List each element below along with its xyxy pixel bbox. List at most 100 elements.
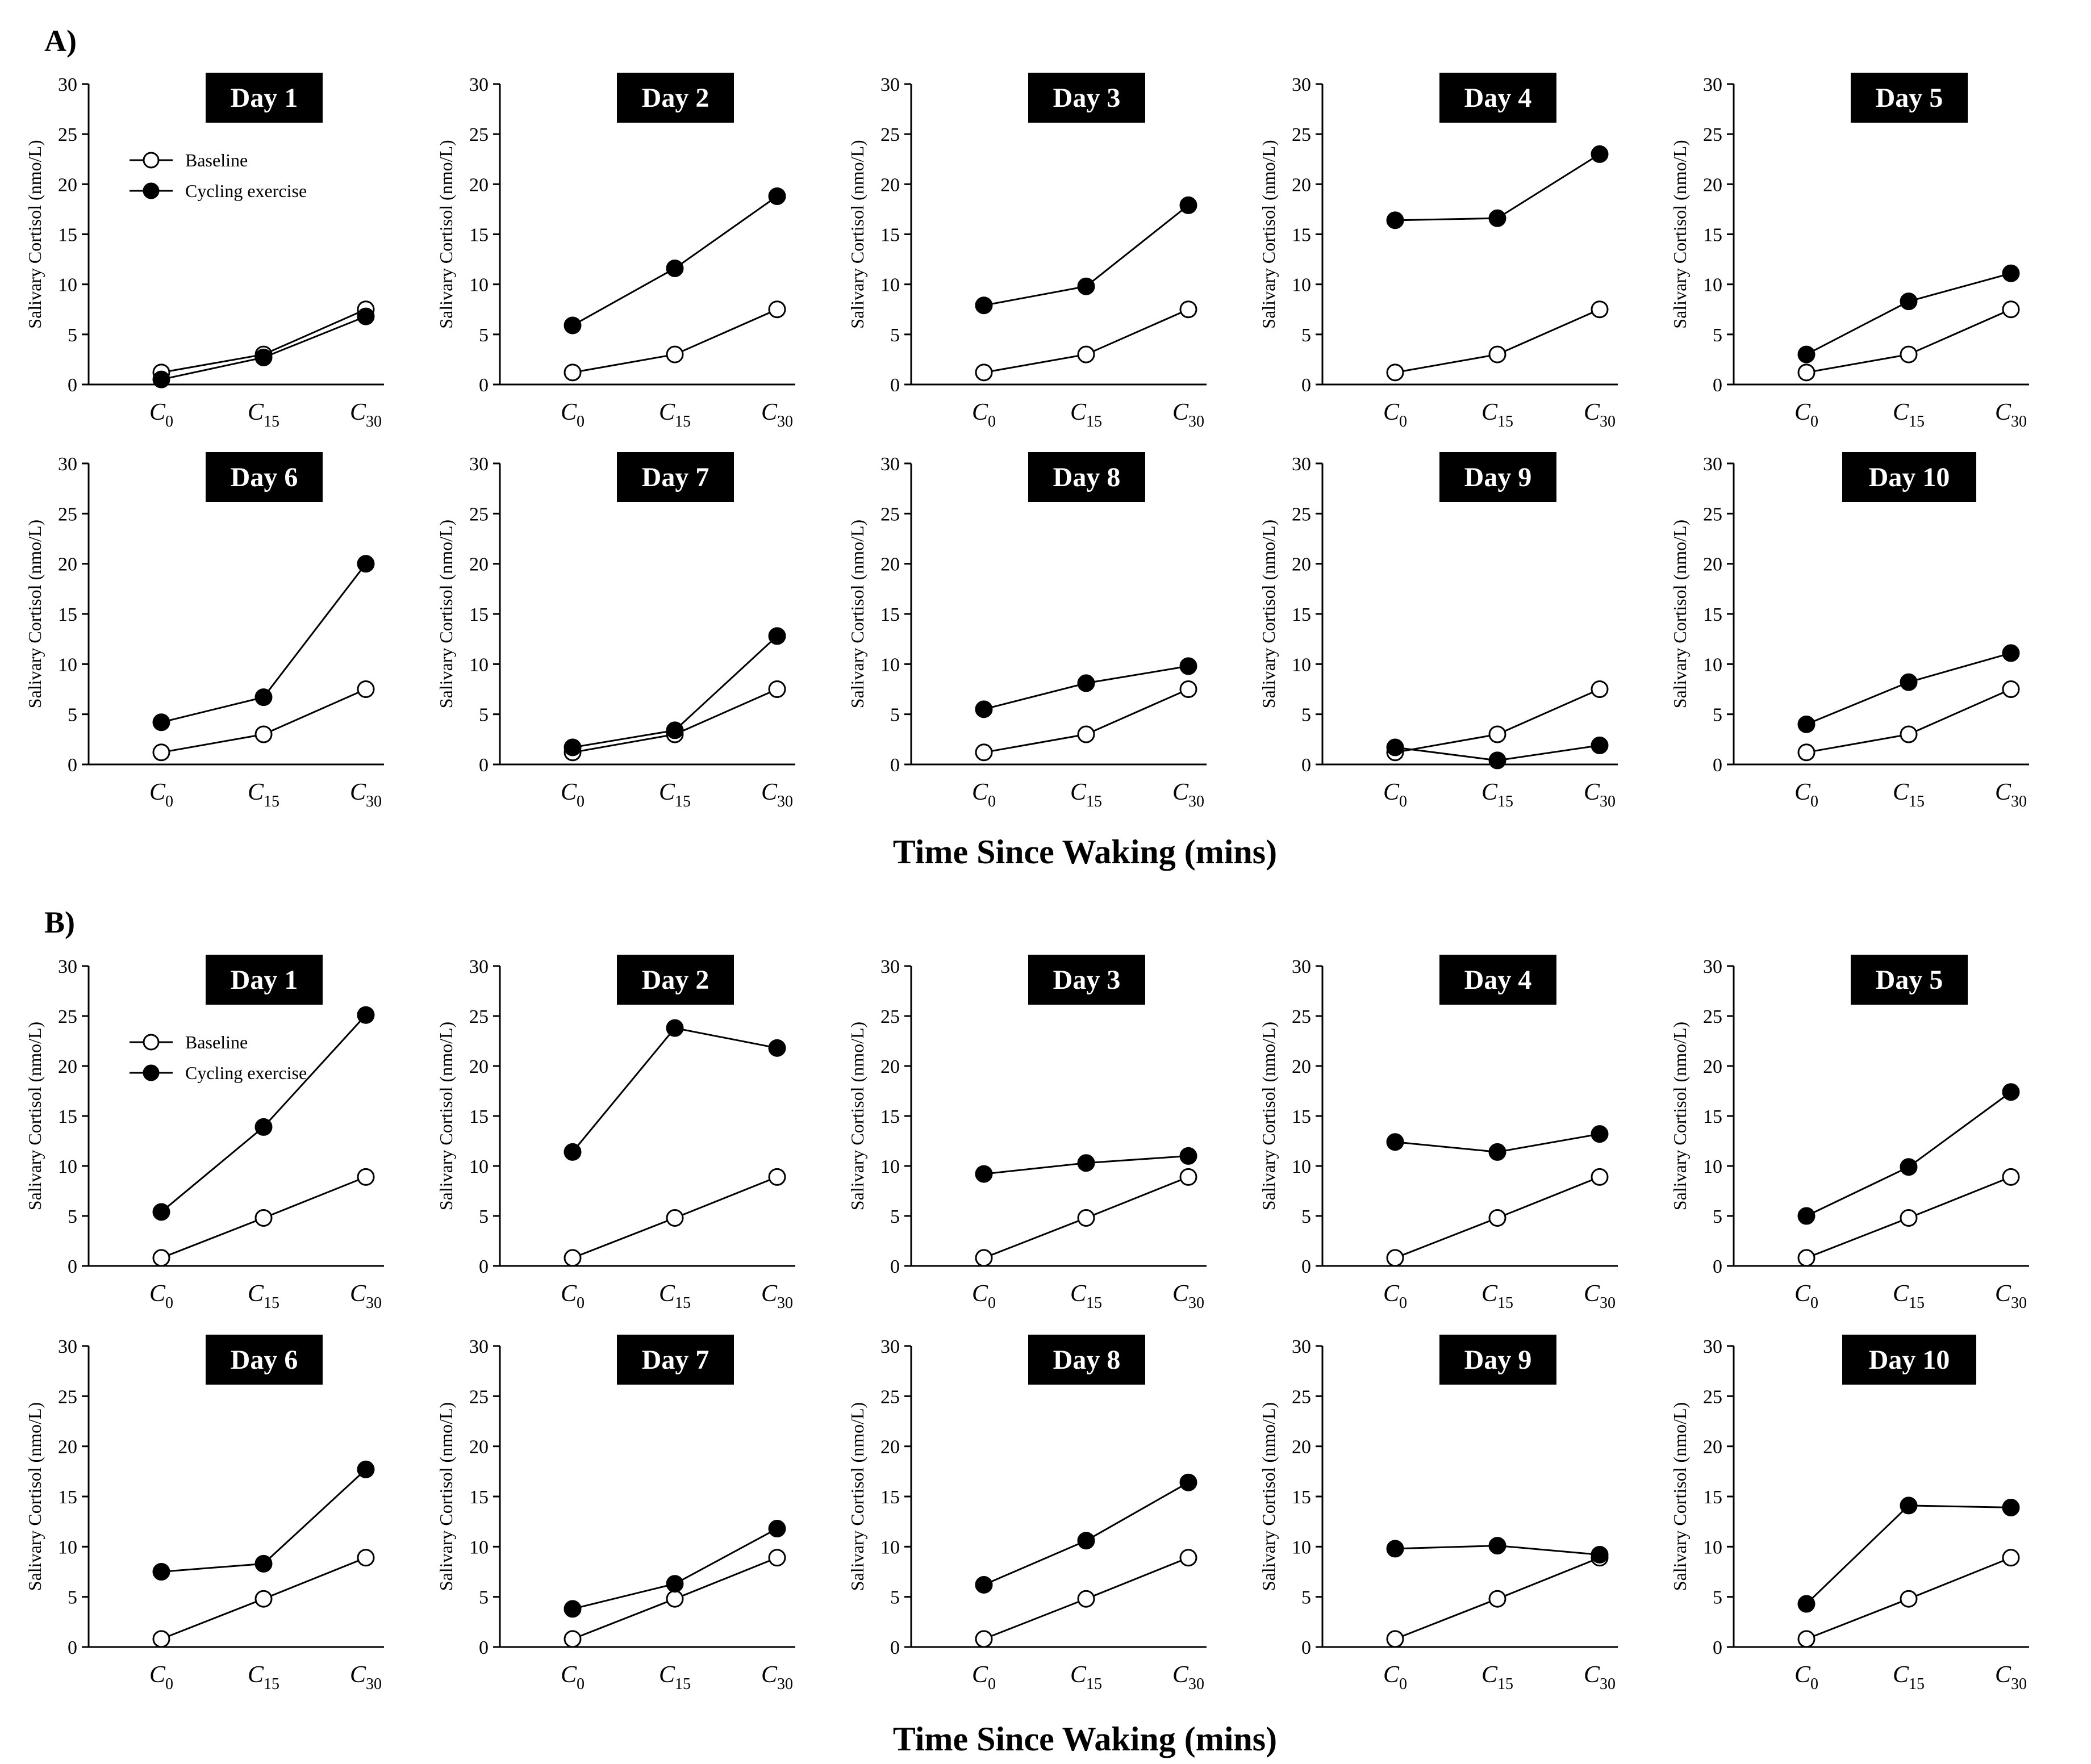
exercise-point: [768, 627, 786, 645]
x-tick-label: C30: [1584, 1662, 1616, 1693]
y-tick-label: 25: [880, 1386, 900, 1407]
baseline-point: [1797, 743, 1815, 762]
y-tick-label: 30: [58, 956, 77, 977]
exercise-point: [975, 296, 993, 315]
y-tick-label: 20: [880, 1056, 900, 1077]
baseline-point: [2002, 1549, 2020, 1567]
y-tick-label: 10: [1292, 1156, 1311, 1177]
y-tick-label: 10: [58, 275, 77, 296]
y-tick-label: 10: [469, 1156, 489, 1177]
y-tick-label: 5: [1713, 1206, 1722, 1227]
x-tick-label: C15: [1070, 779, 1102, 810]
y-tick-label: 30: [880, 1336, 900, 1357]
y-tick-label: 10: [880, 1156, 900, 1177]
y-tick-label: 25: [58, 1386, 77, 1407]
exercise-point: [254, 1554, 273, 1573]
x-tick-label: C0: [149, 779, 173, 810]
legend-exercise-marker: [143, 1064, 160, 1081]
x-tick-label: C30: [350, 399, 382, 430]
exercise-point: [975, 1575, 993, 1594]
day-title: Day 3: [1053, 83, 1121, 113]
day-badge: [206, 73, 323, 123]
exercise-point: [1900, 1497, 1918, 1515]
day-badge: [1028, 73, 1145, 123]
x-tick-label: C15: [1481, 1281, 1513, 1312]
baseline-point: [1488, 345, 1506, 363]
day-chart: 0 5 10 15 20 25 30 Salivary Cortisol (nmo/L) C0 C…: [1670, 955, 2029, 1312]
y-tick-label: 25: [469, 504, 489, 525]
y-tick-label: 5: [890, 1206, 900, 1227]
exercise-point: [357, 1006, 375, 1024]
y-tick-label: 25: [1703, 1006, 1722, 1027]
y-tick-label: 15: [1292, 604, 1311, 625]
x-tick-label: C30: [350, 1281, 382, 1312]
x-tick-label: C30: [1172, 1662, 1204, 1693]
legend-exercise-label: Cycling exercise: [185, 181, 307, 201]
day-chart: 0 5 10 15 20 25 30 Salivary Cortisol (nmo/L) C0 C…: [436, 955, 795, 1312]
x-tick-label: C30: [1584, 1281, 1616, 1312]
y-tick-label: 10: [880, 1537, 900, 1558]
y-tick-label: 10: [1292, 654, 1311, 675]
exercise-point: [1591, 145, 1609, 163]
exercise-point: [1488, 209, 1506, 227]
y-tick-label: 10: [1703, 275, 1722, 296]
y-tick-label: 5: [1713, 705, 1722, 726]
day-chart: 0 5 10 15 20 25 30 Salivary Cortisol (nmo/L) C0 C…: [847, 955, 1207, 1312]
exercise-point: [357, 307, 375, 325]
y-tick-label: 20: [880, 1437, 900, 1458]
baseline-point: [1797, 363, 1815, 382]
y-tick-label: 5: [1301, 325, 1311, 346]
y-tick-label: 20: [1703, 554, 1722, 575]
day-title: Day 4: [1464, 965, 1532, 995]
exercise-point: [1077, 277, 1095, 295]
legend-exercise-marker: [143, 182, 160, 199]
y-tick-label: 5: [890, 325, 900, 346]
y-tick-label: 10: [469, 654, 489, 675]
x-tick-label: C0: [561, 1662, 585, 1693]
y-tick-label: 5: [890, 1587, 900, 1608]
day-badge: [1439, 452, 1556, 502]
y-axis-label: Salivary Cortisol (nmo/L): [847, 140, 867, 328]
y-axis-label: Salivary Cortisol (nmo/L): [24, 1402, 45, 1591]
x-tick-label: C30: [1995, 399, 2027, 430]
y-tick-label: 20: [469, 1437, 489, 1458]
exercise-point: [1797, 345, 1815, 363]
x-tick-label: C0: [1794, 779, 1818, 810]
exercise-point: [254, 1118, 273, 1136]
legend-baseline-label: Baseline: [185, 150, 248, 170]
y-axis-label: Salivary Cortisol (nmo/L): [847, 520, 867, 708]
x-tick-label: C0: [561, 1281, 585, 1312]
y-tick-label: 5: [890, 705, 900, 726]
x-tick-label: C0: [1383, 399, 1407, 430]
y-tick-label: 30: [469, 454, 489, 475]
y-tick-label: 20: [469, 174, 489, 195]
y-tick-label: 25: [469, 124, 489, 145]
x-tick-label: C15: [659, 1281, 691, 1312]
baseline-point: [1077, 1590, 1095, 1608]
day-badge: [1851, 955, 1968, 1005]
y-tick-label: 15: [1703, 1487, 1722, 1508]
exercise-point: [768, 1520, 786, 1538]
day-title: Day 5: [1876, 83, 1943, 113]
y-tick-label: 15: [1703, 1106, 1722, 1127]
baseline-point: [666, 1209, 684, 1227]
x-tick-label: C15: [1481, 1662, 1513, 1693]
y-tick-label: 0: [890, 1637, 900, 1658]
exercise-point: [152, 1203, 170, 1221]
exercise-point: [1488, 1143, 1506, 1161]
baseline-point: [1488, 1590, 1506, 1608]
y-axis-label: Salivary Cortisol (nmo/L): [1670, 140, 1690, 328]
y-tick-label: 0: [1713, 1256, 1722, 1277]
baseline-point: [768, 1549, 786, 1567]
y-tick-label: 30: [1703, 74, 1722, 95]
baseline-point: [2002, 1168, 2020, 1186]
exercise-point: [2002, 644, 2020, 662]
baseline-point: [1900, 1209, 1918, 1227]
y-tick-label: 25: [880, 1006, 900, 1027]
baseline-point: [1077, 1209, 1095, 1227]
y-tick-label: 0: [479, 1256, 489, 1277]
baseline-point: [975, 743, 993, 762]
baseline-point: [1386, 1249, 1404, 1267]
y-tick-label: 0: [68, 1256, 77, 1277]
exercise-point: [1900, 673, 1918, 691]
